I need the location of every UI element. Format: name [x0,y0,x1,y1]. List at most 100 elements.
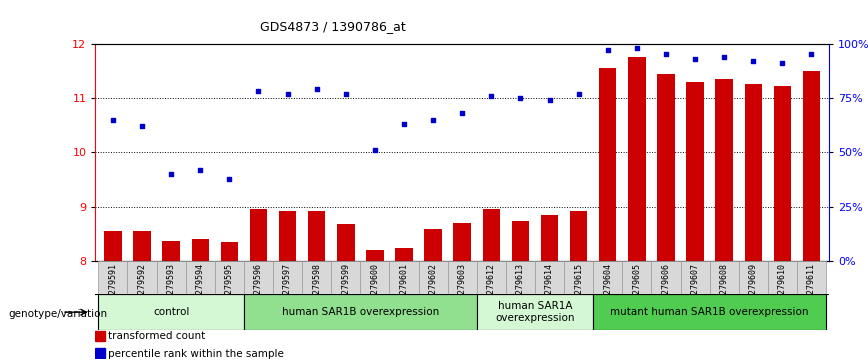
Bar [739,261,768,294]
Text: transformed count: transformed count [108,331,206,341]
Text: GSM1279610: GSM1279610 [778,263,787,313]
Bar [803,71,820,261]
Bar [512,220,529,261]
Text: GSM1279608: GSM1279608 [720,263,728,313]
Text: genotype/variation: genotype/variation [9,309,108,319]
Point [601,47,615,53]
Point [194,167,207,173]
Bar [273,261,302,294]
Bar [797,261,826,294]
Text: GSM1279607: GSM1279607 [691,263,700,313]
Text: GSM1279611: GSM1279611 [807,263,816,313]
Bar [128,261,156,294]
Point [222,176,236,182]
Bar [366,250,384,261]
Point [775,60,789,66]
Text: GSM1279599: GSM1279599 [341,263,351,313]
Bar [477,261,506,294]
Bar [214,261,244,294]
Bar [308,211,326,261]
Text: GSM1279600: GSM1279600 [371,263,379,313]
Bar [651,261,681,294]
Bar [244,294,477,330]
Bar [448,261,477,294]
Bar [418,261,448,294]
Bar [134,231,151,261]
Text: GDS4873 / 1390786_at: GDS4873 / 1390786_at [260,20,406,33]
Point [106,117,120,123]
Point [572,91,586,97]
Point [746,58,760,64]
Text: GSM1279603: GSM1279603 [457,263,467,313]
Text: control: control [153,307,189,317]
Bar [162,241,180,261]
Bar [192,239,209,261]
Bar [745,84,762,261]
Bar [535,261,564,294]
Text: mutant human SAR1B overexpression: mutant human SAR1B overexpression [610,307,809,317]
Bar [98,294,244,330]
Bar [244,261,273,294]
Text: GSM1279606: GSM1279606 [661,263,670,313]
Bar [395,248,412,261]
Text: human SAR1A
overexpression: human SAR1A overexpression [496,301,575,323]
Text: GSM1279613: GSM1279613 [516,263,525,313]
Point [310,86,324,92]
Bar [768,261,797,294]
Point [630,45,644,51]
Point [339,91,352,97]
Point [164,171,178,177]
Text: GSM1279596: GSM1279596 [254,263,263,313]
Text: GSM1279591: GSM1279591 [108,263,117,313]
Text: GSM1279604: GSM1279604 [603,263,612,313]
Text: GSM1279602: GSM1279602 [429,263,437,313]
Bar [95,331,105,341]
Text: GSM1279614: GSM1279614 [545,263,554,313]
Bar [506,261,535,294]
Point [542,97,556,103]
Bar [483,208,500,261]
Point [659,52,673,57]
Point [484,93,498,99]
Bar [622,261,651,294]
Text: GSM1279601: GSM1279601 [399,263,409,313]
Bar [302,261,332,294]
Text: GSM1279612: GSM1279612 [487,263,496,313]
Text: GSM1279609: GSM1279609 [749,263,758,313]
Bar [220,242,238,261]
Bar [250,208,267,261]
Bar [477,294,593,330]
Bar [541,215,558,261]
Point [252,89,266,94]
Text: GSM1279598: GSM1279598 [312,263,321,313]
Text: GSM1279615: GSM1279615 [574,263,583,313]
Point [368,147,382,153]
Bar [156,261,186,294]
Bar [98,261,128,294]
Bar [715,79,733,261]
Bar [570,211,588,261]
Text: GSM1279592: GSM1279592 [137,263,147,313]
Point [426,117,440,123]
Bar [279,211,296,261]
Text: GSM1279594: GSM1279594 [196,263,205,313]
Text: human SAR1B overexpression: human SAR1B overexpression [282,307,439,317]
Bar [424,229,442,261]
Bar [332,261,360,294]
Text: percentile rank within the sample: percentile rank within the sample [108,348,285,359]
Bar [710,261,739,294]
Bar [681,261,710,294]
Bar [186,261,214,294]
Bar [360,261,390,294]
Point [514,95,528,101]
Text: GSM1279597: GSM1279597 [283,263,292,313]
Point [397,121,411,127]
Bar [599,68,616,261]
Bar [453,223,471,261]
Bar [687,82,704,261]
Bar [337,224,354,261]
Point [135,123,149,129]
Text: GSM1279593: GSM1279593 [167,263,175,313]
Bar [628,57,646,261]
Point [805,52,819,57]
